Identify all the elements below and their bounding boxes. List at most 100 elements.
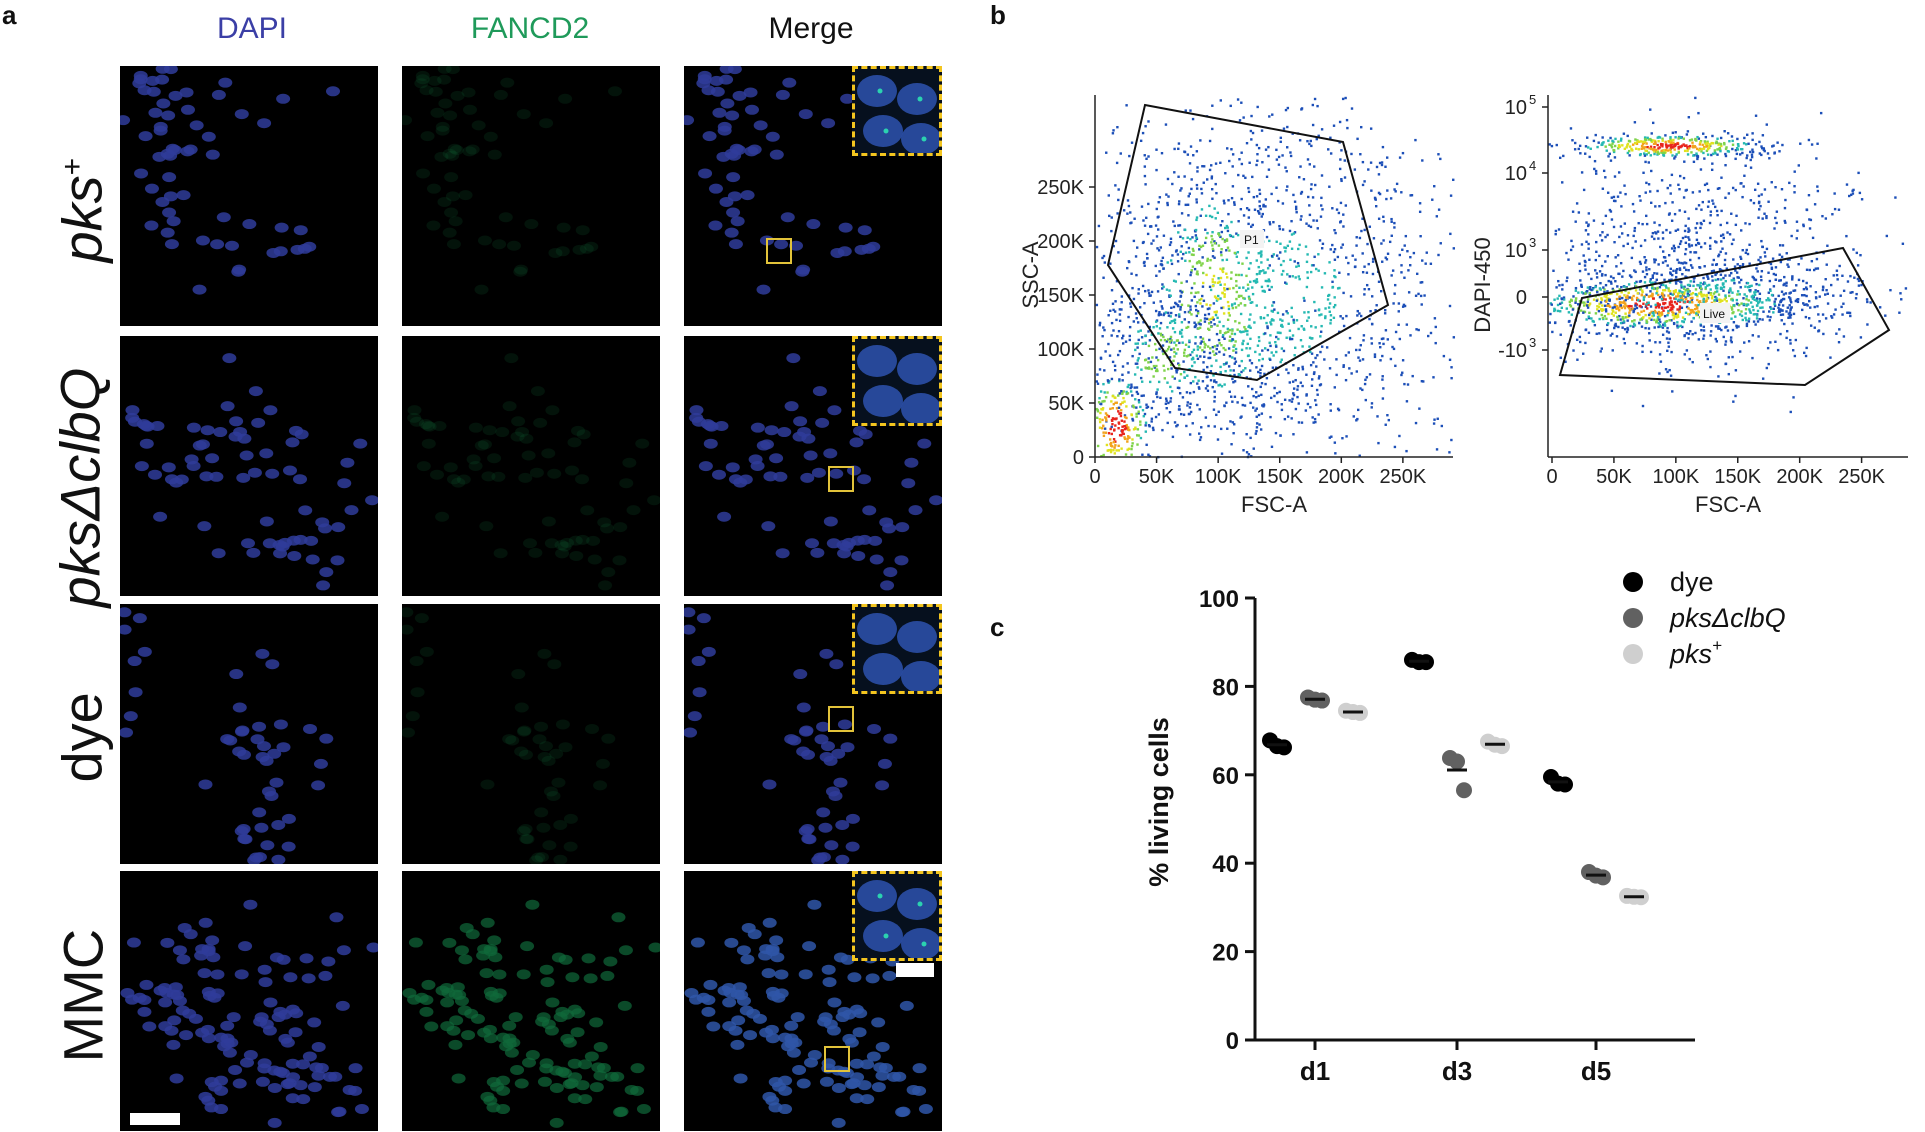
- event-dot: [1175, 424, 1178, 428]
- event-dot: [1324, 316, 1327, 320]
- event-dot: [1142, 219, 1145, 222]
- event-dot: [1281, 319, 1284, 322]
- event-dot: [1277, 331, 1281, 334]
- event-dot: [1168, 340, 1172, 344]
- event-dot: [1588, 292, 1591, 295]
- event-dot: [1866, 300, 1869, 304]
- event-dot: [1305, 285, 1309, 289]
- event-dot: [1137, 412, 1140, 415]
- event-dot: [1177, 175, 1180, 178]
- event-dot: [1788, 292, 1791, 295]
- event-dot: [1788, 311, 1792, 314]
- event-dot: [1113, 310, 1117, 313]
- event-dot: [1610, 389, 1614, 393]
- event-dot: [1571, 210, 1575, 213]
- nucleus: [538, 741, 553, 752]
- event-dot: [1749, 158, 1752, 162]
- event-dot: [1215, 347, 1219, 351]
- event-dot: [1274, 431, 1278, 435]
- nucleus: [448, 1039, 463, 1050]
- event-dot: [1684, 268, 1688, 272]
- nucleus: [800, 824, 815, 835]
- event-dot: [1645, 149, 1649, 153]
- event-dot: [1106, 380, 1110, 383]
- event-dot: [1720, 144, 1723, 148]
- event-dot: [1558, 284, 1561, 287]
- event-dot: [1211, 197, 1214, 200]
- event-dot: [1384, 256, 1387, 259]
- event-dot: [1694, 243, 1698, 247]
- nucleus: [271, 1012, 286, 1023]
- event-dot: [1268, 288, 1271, 292]
- nucleus: [437, 66, 452, 74]
- event-dot: [1209, 379, 1213, 382]
- event-dot: [1709, 350, 1712, 353]
- nucleus: [829, 659, 844, 670]
- event-dot: [1140, 336, 1144, 339]
- event-dot: [1669, 267, 1672, 271]
- event-dot: [1709, 247, 1712, 250]
- event-dot: [1706, 275, 1709, 278]
- event-dot: [1172, 359, 1175, 363]
- event-dot: [1347, 273, 1350, 276]
- event-dot: [1121, 425, 1124, 428]
- event-dot: [1327, 148, 1330, 151]
- event-dot: [1651, 231, 1655, 235]
- event-dot: [1717, 254, 1720, 258]
- event-dot: [1118, 313, 1122, 316]
- event-dot: [1643, 239, 1647, 242]
- event-dot: [1288, 381, 1292, 384]
- event-dot: [1127, 260, 1131, 263]
- event-dot: [1658, 285, 1662, 289]
- nucleus: [807, 899, 822, 910]
- event-dot: [1662, 302, 1665, 306]
- event-dot: [1670, 247, 1674, 250]
- event-dot: [1639, 286, 1643, 290]
- nucleus: [440, 997, 455, 1008]
- event-dot: [1680, 306, 1684, 309]
- event-dot: [1815, 257, 1819, 261]
- event-dot: [1245, 256, 1248, 260]
- event-dot: [1284, 108, 1288, 112]
- event-dot: [1772, 272, 1776, 276]
- nucleus: [311, 1070, 326, 1081]
- event-dot: [1842, 302, 1845, 305]
- event-dot: [1242, 369, 1245, 372]
- nucleus: [200, 425, 215, 436]
- event-dot: [1610, 312, 1614, 315]
- event-dot: [1107, 381, 1110, 384]
- event-dot: [1180, 328, 1184, 332]
- event-dot: [1557, 228, 1561, 231]
- event-dot: [1598, 332, 1601, 335]
- event-dot: [1561, 283, 1564, 287]
- event-dot: [1849, 314, 1852, 318]
- event-dot: [1677, 261, 1681, 264]
- event-dot: [1166, 338, 1170, 341]
- event-dot: [1114, 239, 1118, 243]
- event-dot: [1137, 338, 1140, 342]
- event-dot: [1106, 391, 1109, 394]
- nucleus: [568, 535, 583, 546]
- event-dot: [1147, 202, 1150, 206]
- event-dot: [1201, 244, 1205, 248]
- event-dot: [1213, 207, 1216, 210]
- nucleus: [879, 517, 894, 528]
- nucleus: [162, 207, 177, 218]
- event-dot: [1221, 335, 1225, 338]
- event-dot: [1654, 231, 1657, 234]
- nucleus: [542, 840, 557, 851]
- event-dot: [1206, 389, 1210, 392]
- event-dot: [1724, 362, 1728, 365]
- event-dot: [1670, 278, 1673, 281]
- nucleus: [810, 547, 825, 558]
- event-dot: [1214, 217, 1217, 220]
- event-dot: [1647, 313, 1651, 317]
- nucleus: [298, 505, 313, 516]
- event-dot: [1183, 175, 1186, 178]
- event-dot: [1613, 324, 1617, 327]
- event-dot: [1760, 145, 1763, 148]
- nucleus: [835, 819, 850, 830]
- nucleus: [211, 89, 226, 100]
- event-dot: [1805, 281, 1808, 285]
- nucleus: [445, 191, 460, 202]
